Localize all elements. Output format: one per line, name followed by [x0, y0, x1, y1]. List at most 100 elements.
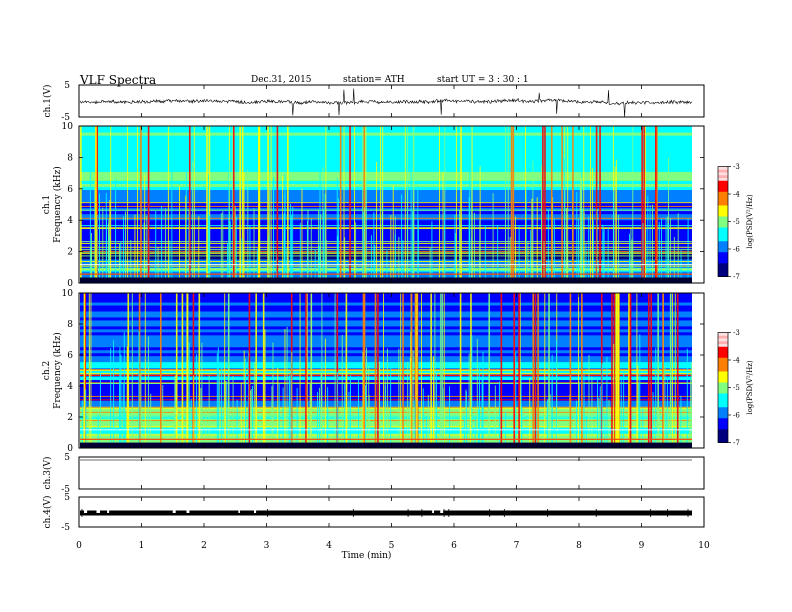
colorbar-segment [718, 371, 728, 375]
spectrogram-burst [582, 208, 583, 283]
spectrogram-burst [138, 293, 141, 448]
spectrogram-burst [655, 347, 657, 448]
spectrogram-burst [198, 293, 201, 448]
spectrogram-line [80, 382, 693, 384]
colorbar-segment [718, 338, 728, 342]
spectrogram-burst [690, 361, 692, 448]
colorbar-segment [718, 376, 728, 380]
spectrogram-burst [655, 126, 657, 283]
spectrogram-burst [615, 293, 617, 448]
spectrogram-burst [607, 227, 609, 283]
x-tick-label: 7 [514, 541, 520, 551]
spectrogram-burst [676, 293, 679, 448]
spectrogram-burst [614, 166, 616, 283]
spectrogram-band [80, 403, 693, 407]
spectrogram-burst [310, 218, 312, 283]
colorbar-segment [718, 229, 728, 233]
spectrogram-burst [343, 126, 345, 283]
spectrogram-burst [185, 195, 187, 283]
spectrogram-burst [363, 126, 366, 283]
spectrogram-band [80, 364, 693, 369]
spectrogram-burst [494, 385, 496, 448]
spectrogram-burst [150, 393, 152, 448]
spectrogram-band [80, 439, 693, 443]
ch2-spectrogram-image [80, 293, 704, 449]
spectrogram-band [80, 406, 693, 410]
spectrogram-burst [384, 378, 386, 448]
spectrogram-burst [581, 293, 583, 448]
spectrogram-burst [507, 126, 509, 283]
spectrogram-burst [240, 382, 242, 448]
ch2-freq-tick-label: 0 [67, 444, 73, 454]
spectrogram-band [80, 138, 693, 142]
spectrogram-burst [678, 414, 680, 448]
spectrogram-burst [547, 210, 549, 283]
spectrogram-burst [175, 375, 177, 448]
colorbar-segment [718, 417, 728, 421]
spectrogram-burst [120, 241, 122, 283]
spectrogram-burst [468, 353, 470, 448]
spectrogram-burst [513, 293, 516, 448]
spectrogram-burst [585, 243, 587, 283]
spectrogram-band [80, 361, 693, 366]
spectrogram-burst [438, 126, 440, 283]
colorbar-segment [718, 202, 728, 206]
spectrogram-burst [365, 385, 367, 448]
spectrogram-burst [224, 293, 226, 448]
spectrogram-burst [354, 126, 355, 283]
spectrogram-burst [645, 228, 647, 283]
spectrogram-burst [321, 293, 323, 448]
spectrogram-band [80, 141, 693, 145]
spectrogram-burst [510, 126, 513, 283]
spectrogram-burst [253, 208, 255, 283]
spectrogram-burst [243, 172, 245, 283]
spectrogram-burst [599, 386, 601, 448]
colorbar-segment [718, 423, 728, 427]
spectrogram-burst [666, 379, 668, 448]
spectrogram-band [80, 400, 693, 404]
spectrogram-burst [169, 240, 171, 283]
spectrogram-burst [140, 373, 142, 448]
spectrogram-burst [373, 211, 375, 283]
spectrogram-band [80, 328, 693, 333]
spectrogram-band [80, 370, 693, 375]
colorbar-segment [718, 210, 728, 214]
spectrogram-burst [680, 395, 682, 448]
spectrogram-burst [465, 391, 467, 448]
spectrogram-line [80, 369, 693, 371]
spectrogram-burst [147, 126, 150, 283]
spectrogram-burst [606, 356, 608, 448]
spectrogram-lowband [80, 442, 693, 448]
spectrogram-burst [283, 213, 285, 283]
spectrogram-burst [484, 226, 486, 283]
spectrogram-burst [374, 244, 376, 283]
spectrogram-band [80, 126, 693, 130]
spectrogram-burst [642, 223, 644, 283]
spectrogram-burst [647, 195, 649, 283]
spectrogram-burst [500, 293, 503, 448]
spectrogram-burst [592, 220, 594, 283]
spectrogram-burst [383, 293, 385, 448]
spectrogram-burst [386, 348, 388, 448]
spectrogram-line [80, 438, 693, 440]
spectrogram-burst [362, 351, 364, 448]
spectrogram-burst [341, 334, 343, 448]
spectrogram-burst [615, 159, 617, 283]
spectrogram-burst [441, 293, 443, 448]
spectrogram-burst [465, 389, 467, 448]
spectrogram-burst [628, 293, 630, 448]
spectrogram-burst [471, 126, 473, 283]
spectrogram-burst [623, 373, 625, 448]
ch4-waveform-gap [238, 510, 240, 513]
spectrogram-band [80, 298, 693, 303]
spectrogram-burst [376, 161, 378, 283]
spectrogram-band [80, 183, 693, 187]
spectrogram-burst [673, 236, 675, 283]
spectrogram-burst [109, 199, 111, 283]
spectrogram-burst [596, 208, 598, 283]
spectrogram-burst [435, 407, 437, 448]
spectrogram-burst [686, 348, 688, 448]
spectrogram-burst [249, 225, 251, 283]
spectrogram-burst [537, 293, 539, 448]
spectrogram-burst [637, 365, 639, 448]
